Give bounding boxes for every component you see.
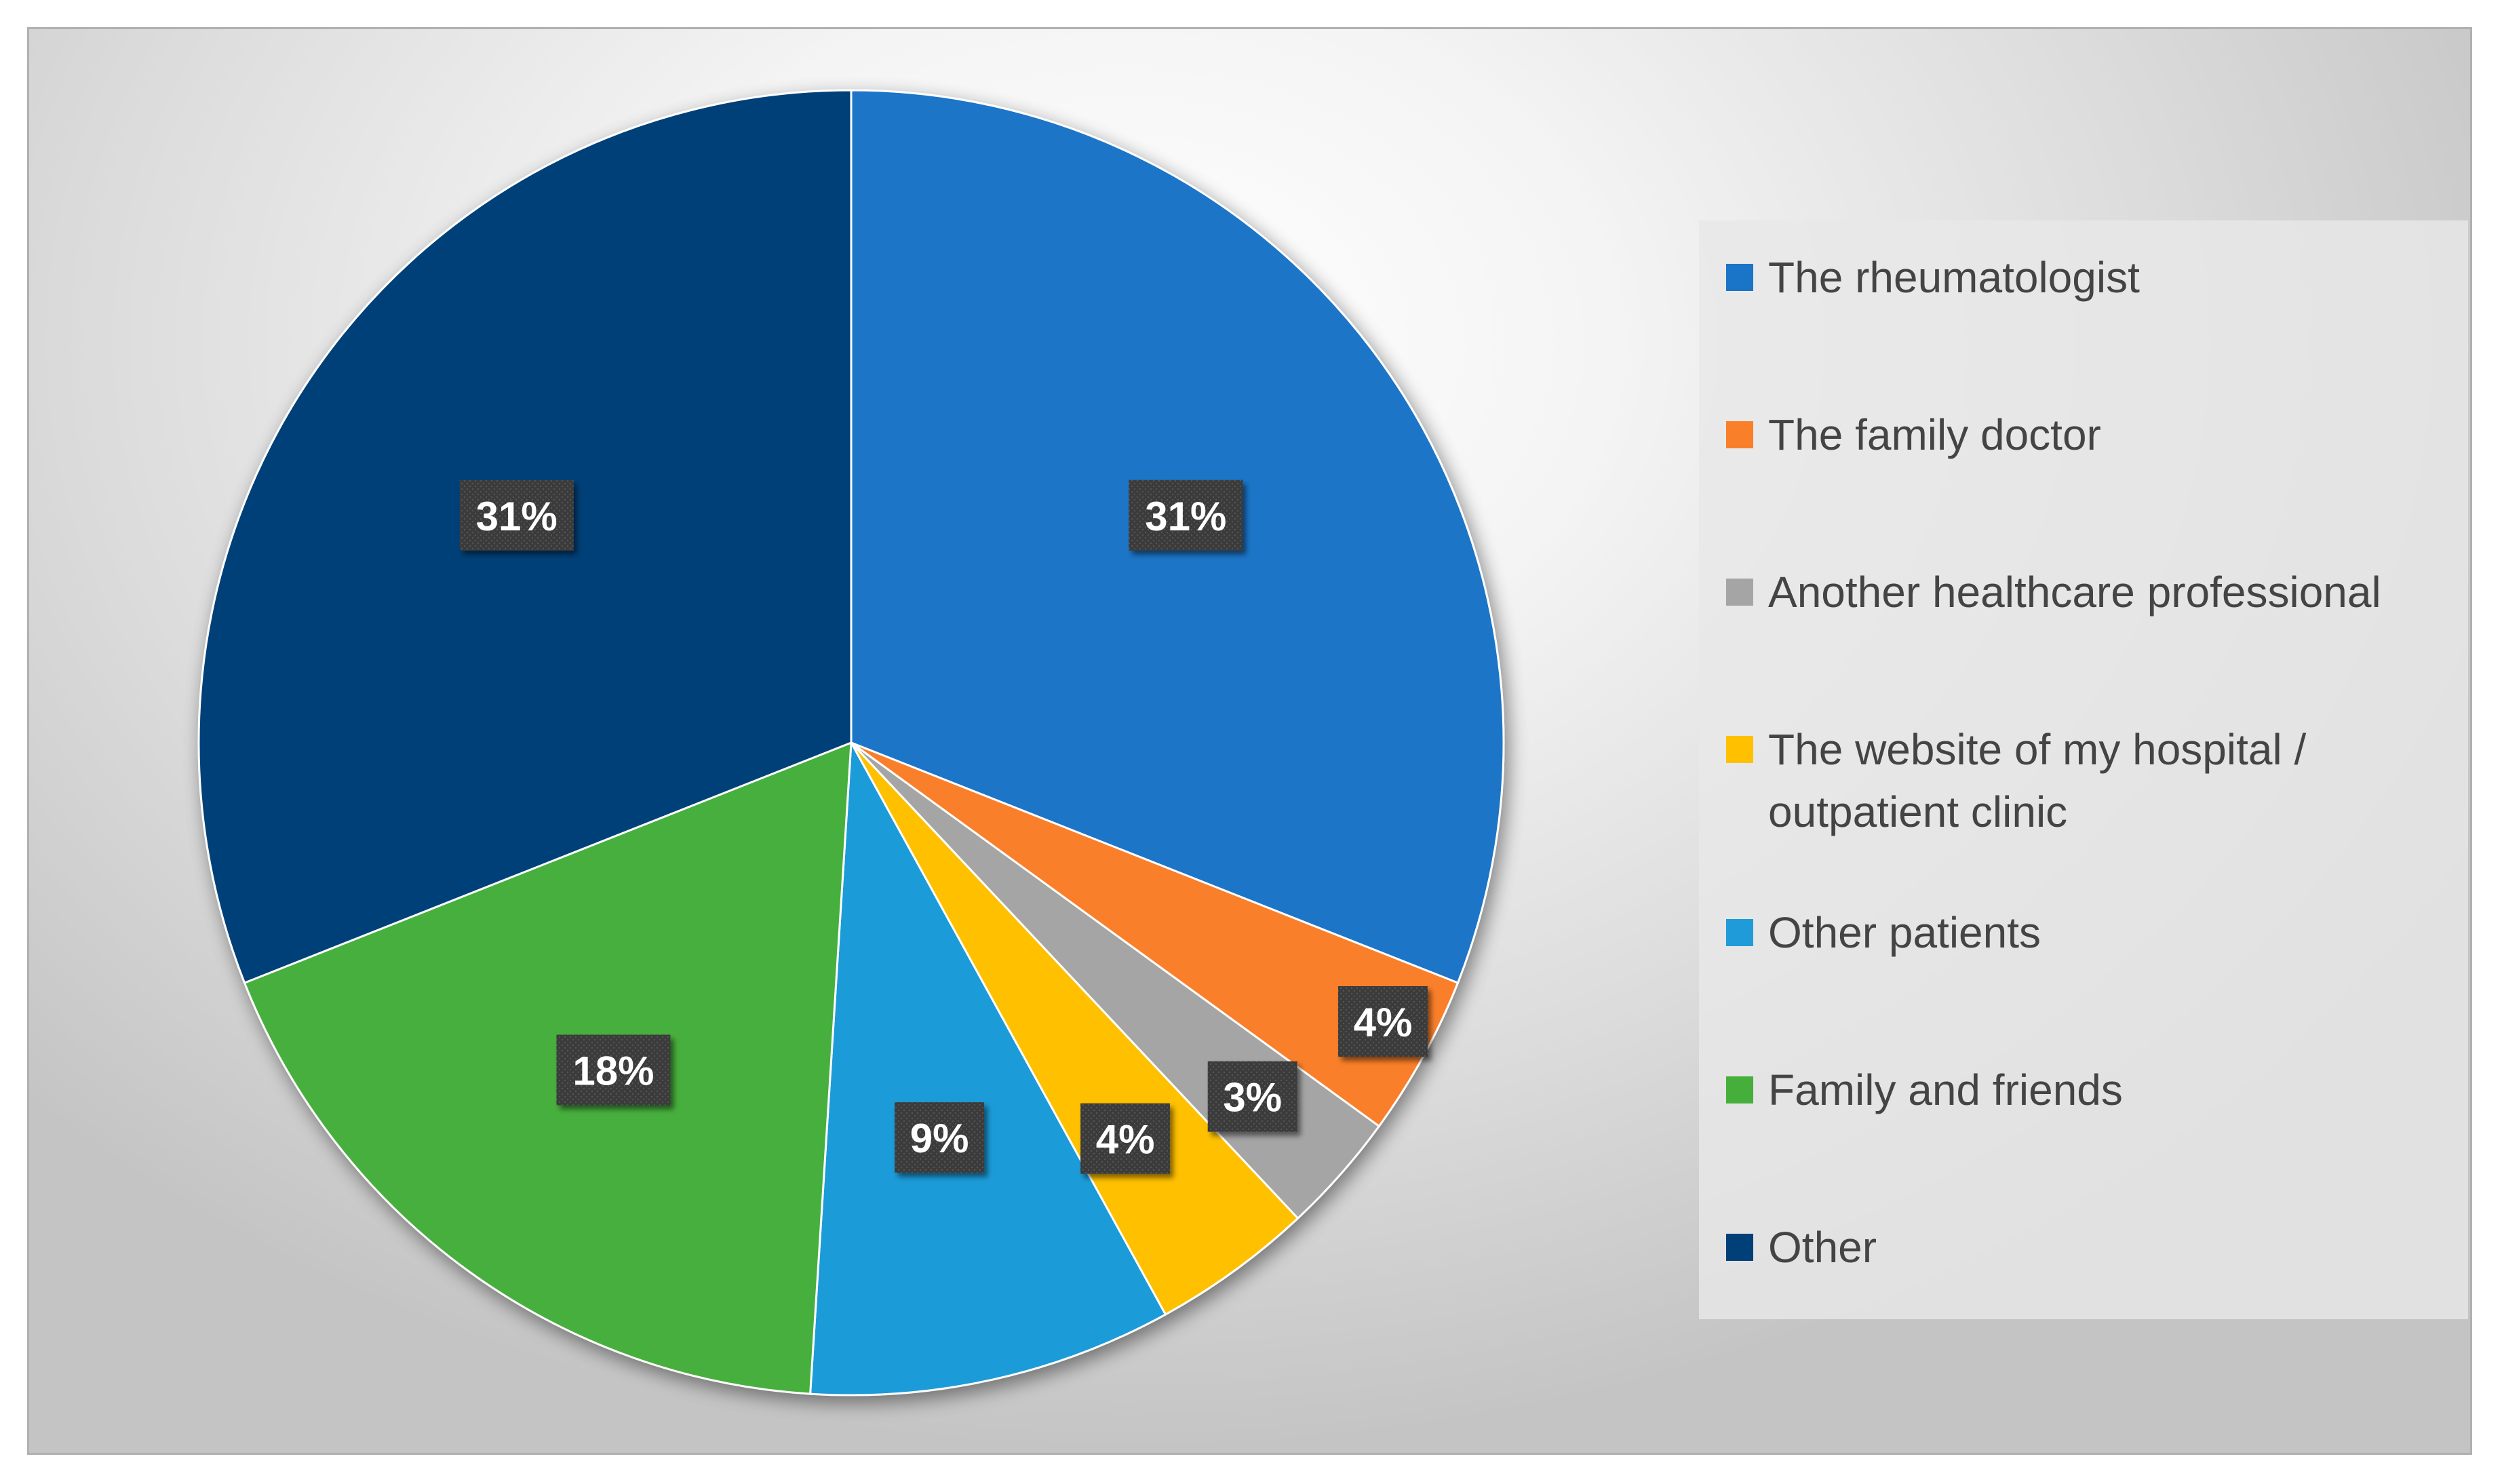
data-label-box	[556, 1034, 671, 1106]
legend-swatch	[1726, 421, 1753, 448]
data-label-the-family-doctor: 4%	[1337, 986, 1428, 1057]
legend-label: Family and friends	[1768, 1066, 2123, 1114]
legend-label: The website of my hospital / outpatient …	[1768, 725, 2307, 836]
data-label-the-rheumatologist: 31%	[1129, 480, 1243, 551]
data-label-another-healthcare-professional: 3%	[1207, 1061, 1297, 1132]
chart-area: 31% 4% 3% 4% 9% 18% 31% The rheumatologist The …	[27, 27, 2472, 1455]
legend-swatch	[1726, 1234, 1753, 1261]
legend-swatch	[1726, 579, 1753, 606]
legend: The rheumatologist The family doctor Anoth…	[1699, 220, 2468, 1319]
data-label-family-and-friends: 18%	[556, 1034, 671, 1106]
pie-slice-the-family-doctor	[851, 741, 1460, 1128]
data-label-box	[459, 480, 574, 551]
data-label-the-website-of-my-hospital-outpatient-clinic: 4%	[1080, 1103, 1171, 1174]
legend-swatch	[1726, 1076, 1753, 1104]
data-label-text: 9%	[910, 1116, 969, 1161]
data-label-text: 4%	[1354, 1000, 1413, 1045]
data-label-text: 31%	[476, 494, 558, 539]
data-label-other-patients: 9%	[895, 1102, 985, 1173]
data-label-box	[1080, 1103, 1171, 1174]
legend-label: The family doctor	[1768, 410, 2101, 459]
legend-swatch	[1726, 919, 1753, 946]
pie-chart: 31% 4% 3% 4% 9% 18% 31%	[197, 89, 1505, 1397]
data-label-other: 31%	[459, 480, 574, 551]
legend-label: The rheumatologist	[1768, 253, 2140, 302]
pie-slice-other-patients	[809, 739, 1167, 1397]
pie-data-labels: 31% 4% 3% 4% 9% 18% 31%	[459, 480, 1428, 1174]
data-label-box	[1207, 1061, 1297, 1132]
legend-swatch	[1726, 736, 1753, 763]
pie-slice-the-website-of-my-hospital-outpatient-clinic	[850, 741, 1299, 1316]
data-label-box	[1129, 480, 1243, 551]
data-label-box	[895, 1102, 985, 1173]
legend-label: Other	[1768, 1223, 1877, 1272]
data-label-text: 31%	[1145, 494, 1226, 539]
data-label-text: 3%	[1223, 1075, 1282, 1120]
legend-label: Other patients	[1768, 908, 2041, 957]
legend-label: Another healthcare professional	[1768, 568, 2381, 617]
data-label-text: 18%	[572, 1049, 654, 1094]
data-label-box	[1337, 986, 1428, 1057]
legend-swatch	[1726, 264, 1753, 291]
data-label-text: 4%	[1096, 1117, 1155, 1163]
pie-slice-family-and-friends	[243, 741, 853, 1395]
pie-slices	[197, 89, 1505, 1397]
